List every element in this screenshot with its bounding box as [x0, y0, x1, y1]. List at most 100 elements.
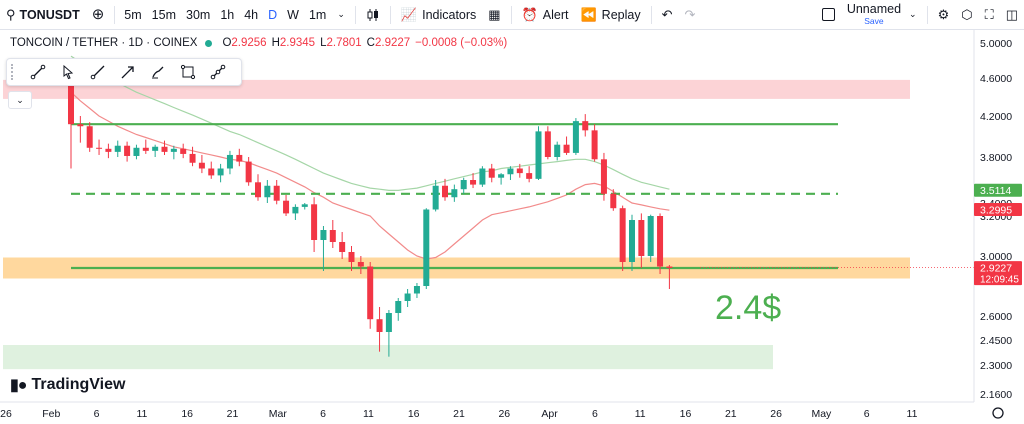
candle[interactable]: [273, 185, 280, 201]
candle[interactable]: [544, 131, 551, 157]
axis-settings-icon[interactable]: [992, 407, 1004, 419]
save-link[interactable]: Save: [864, 15, 884, 26]
ma-red-line[interactable]: [70, 91, 670, 260]
brush-tool[interactable]: [145, 60, 171, 84]
candle[interactable]: [666, 266, 673, 269]
legend-title[interactable]: TONCOIN / TETHER · 1D · COINEX: [10, 37, 198, 49]
candle[interactable]: [582, 121, 589, 131]
candle[interactable]: [638, 220, 645, 256]
candle[interactable]: [554, 144, 561, 157]
alert-button[interactable]: ⏰ Alert: [516, 0, 575, 30]
timeframe-15m[interactable]: 15m: [151, 7, 176, 22]
timeframe-1m[interactable]: 1m: [308, 7, 327, 22]
candle[interactable]: [460, 180, 467, 190]
candle[interactable]: [198, 162, 205, 169]
ray-tool[interactable]: [85, 60, 111, 84]
timeframe-4h[interactable]: 4h: [244, 7, 259, 22]
candle[interactable]: [255, 182, 261, 198]
candle[interactable]: [180, 148, 187, 154]
candle[interactable]: [413, 286, 420, 294]
quick-search-button[interactable]: ⚙: [932, 0, 956, 30]
compare-button[interactable]: ⊕: [86, 0, 111, 30]
candle[interactable]: [152, 146, 159, 151]
timeframe-dropdown[interactable]: ⌄: [331, 0, 351, 30]
fullscreen-button[interactable]: ⛶: [979, 0, 1000, 30]
candle[interactable]: [170, 148, 177, 152]
candle[interactable]: [329, 230, 336, 242]
symbol-search[interactable]: ⚲ TONUSDT: [0, 0, 86, 30]
price-chart[interactable]: 2.4$5.00004.60004.20003.80003.40003.2000…: [0, 30, 1024, 424]
candle[interactable]: [451, 189, 458, 198]
candle[interactable]: [619, 208, 626, 262]
candle[interactable]: [226, 154, 233, 169]
candle[interactable]: [142, 147, 149, 151]
candle[interactable]: [498, 174, 505, 178]
path-tool[interactable]: [205, 60, 231, 84]
indicators-button[interactable]: 📈 Indicators: [395, 0, 482, 30]
candle[interactable]: [432, 185, 439, 210]
candle[interactable]: [245, 161, 252, 183]
candle[interactable]: [264, 185, 271, 198]
tradingview-watermark[interactable]: ▮● TradingView: [10, 375, 125, 395]
candle[interactable]: [86, 126, 93, 148]
timeframe-D[interactable]: D: [268, 7, 278, 22]
candle[interactable]: [629, 220, 635, 262]
ma-green-line[interactable]: [70, 55, 670, 191]
drag-handle[interactable]: [11, 64, 21, 80]
candle[interactable]: [591, 130, 598, 160]
candle[interactable]: [610, 193, 617, 209]
candle[interactable]: [404, 293, 411, 302]
candle[interactable]: [161, 146, 168, 152]
candle[interactable]: [357, 262, 364, 267]
timeframe-W[interactable]: W: [287, 7, 299, 22]
timeframe-5m[interactable]: 5m: [124, 7, 142, 22]
candle[interactable]: [68, 78, 74, 125]
collapse-toolbar-button[interactable]: ⌄: [8, 91, 32, 109]
candle[interactable]: [320, 230, 327, 240]
layout-save-menu[interactable]: Unnamed Save ⌄: [841, 0, 923, 30]
candle[interactable]: [535, 131, 542, 179]
candle[interactable]: [105, 148, 112, 152]
candle[interactable]: [657, 216, 664, 267]
candle[interactable]: [77, 124, 84, 127]
rectangle-tool[interactable]: [175, 60, 201, 84]
candle[interactable]: [283, 200, 290, 214]
candle[interactable]: [470, 180, 477, 185]
candle[interactable]: [339, 242, 346, 252]
candle[interactable]: [526, 173, 533, 179]
candle[interactable]: [572, 121, 579, 153]
timeframe-30m[interactable]: 30m: [186, 7, 211, 22]
templates-button[interactable]: ▦: [482, 0, 506, 30]
candle[interactable]: [114, 145, 121, 152]
candle[interactable]: [189, 153, 196, 163]
candle[interactable]: [516, 168, 523, 174]
candle[interactable]: [124, 145, 131, 156]
candle[interactable]: [367, 266, 374, 320]
timeframe-1h[interactable]: 1h: [220, 7, 235, 22]
candle[interactable]: [348, 252, 355, 262]
candle[interactable]: [423, 209, 430, 287]
chart-type-button[interactable]: [360, 0, 386, 30]
cursor-tool[interactable]: [55, 60, 81, 84]
snapshot-button[interactable]: ◫: [1000, 0, 1024, 30]
undo-button[interactable]: ↶: [656, 0, 679, 30]
candle[interactable]: [479, 168, 486, 185]
arrow-tool[interactable]: [115, 60, 141, 84]
candle[interactable]: [208, 168, 215, 176]
layout-checkbox[interactable]: [816, 0, 841, 30]
replay-button[interactable]: ⏪ Replay: [574, 0, 646, 30]
candle[interactable]: [292, 206, 299, 214]
candle[interactable]: [217, 168, 224, 176]
candle[interactable]: [236, 154, 243, 162]
candle[interactable]: [376, 319, 383, 332]
candle[interactable]: [395, 301, 402, 313]
candle[interactable]: [600, 159, 607, 194]
settings-button[interactable]: ⬡: [955, 0, 978, 30]
candle[interactable]: [385, 313, 392, 332]
candle[interactable]: [96, 147, 103, 149]
candle[interactable]: [311, 204, 318, 240]
candle[interactable]: [301, 204, 308, 207]
redo-button[interactable]: ↷: [679, 0, 702, 30]
candle[interactable]: [442, 185, 448, 198]
candle[interactable]: [133, 147, 140, 156]
